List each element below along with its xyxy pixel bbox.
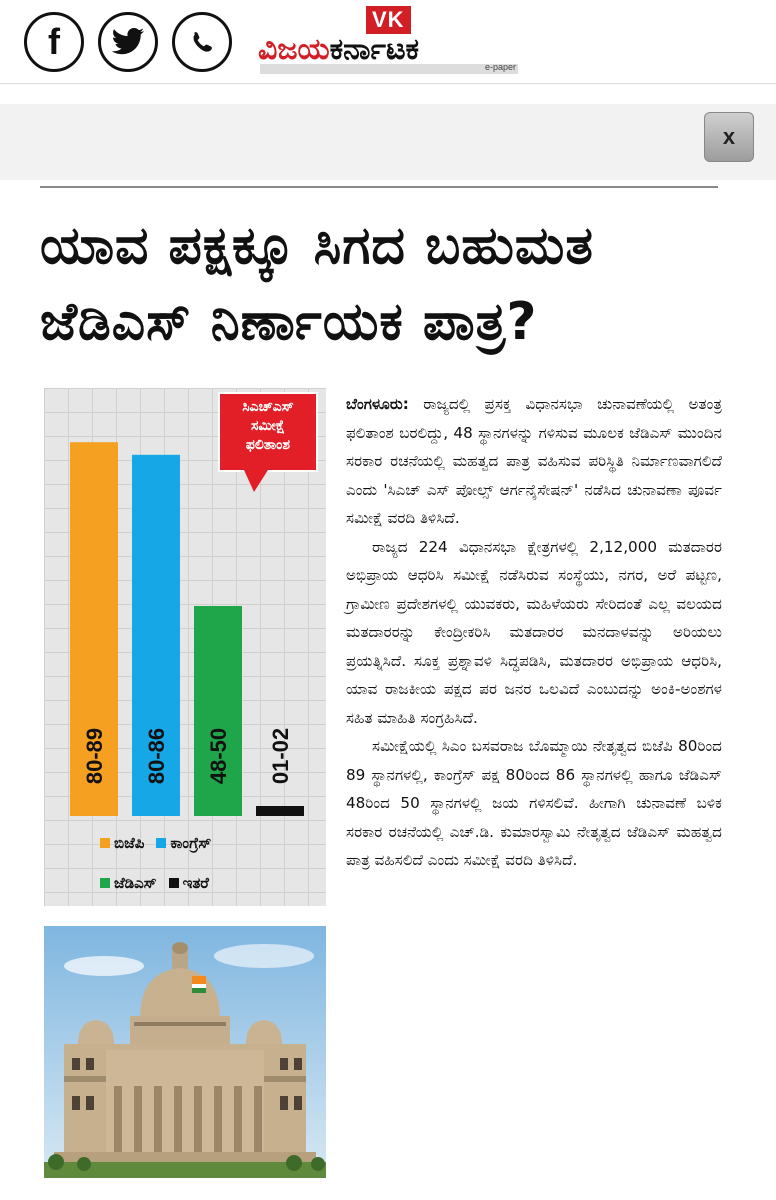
epaper-label: e-paper [484, 62, 516, 72]
legend-swatch-others [168, 878, 179, 888]
legend-label-bjp: ಬಿಜೆಪಿ [114, 834, 145, 852]
bar-label-bjp: 80-89 [82, 728, 107, 784]
legend-swatch-jds [100, 878, 110, 888]
dateline: ಬೆಂಗಳೂರು: [346, 395, 409, 413]
twitter-share-button[interactable] [98, 12, 158, 72]
vidhana-soudha-photo [44, 926, 326, 1178]
legend-swatch-bjp [100, 838, 110, 848]
article-paragraph-3: ಸಮೀಕ್ಷೆಯಲ್ಲಿ ಸಿಎಂ ಬಸವರಾಜ ಬೊಮ್ಮಾಯಿ ನೇತೃತ್… [346, 737, 722, 869]
chart-svg: 80-89 80-86 48-50 01-02 [70, 442, 304, 816]
whatsapp-icon [193, 32, 212, 52]
epaper-bar: e-paper [260, 62, 518, 74]
logo-wordmark: ವಿಜಯಕರ್ನಾಟಕ [258, 32, 520, 68]
twitter-icon [111, 28, 144, 55]
paragraph-1-text: ರಾಜ್ಯದಲ್ಲಿ ಪ್ರಸಕ್ತ ವಿಧಾನಸಭಾ ಚುನಾವಣೆಯಲ್ಲಿ… [346, 395, 723, 527]
divider [40, 186, 718, 188]
bar-jds [194, 606, 242, 816]
callout-line-2: ಸಮೀಕ್ಷೆ [251, 418, 285, 434]
headline: ಯಾವ ಪಕ್ಷಕ್ಕೂ ಸಿಗದ ಬಹುಮತ ಜೆಡಿಎಸ್ ನಿರ್ಣಾಯಕ… [40, 208, 730, 360]
bar-label-jds: 48-50 [206, 728, 231, 784]
legend-label-jds: ಜೆಡಿಎಸ್ [114, 874, 157, 892]
close-button[interactable]: x [704, 112, 754, 162]
bar-congress [132, 454, 180, 816]
legend-row-2: ಜೆಡಿಎಸ್ ಇತರೆ [100, 874, 209, 892]
legend-label-others: ಇತರೆ [182, 874, 209, 892]
bar-others [256, 806, 304, 816]
logo-part2: ಕರ್ನಾಟಕ [329, 32, 420, 67]
callout-tail [244, 470, 268, 492]
bar-bjp [70, 442, 118, 816]
callout-line-3: ಫಲಿತಾಂಶ [245, 437, 291, 453]
headline-line-2: ಜೆಡಿಎಸ್ ನಿರ್ಣಾಯಕ ಪಾತ್ರ? [40, 292, 538, 352]
article-body: ಬೆಂಗಳೂರು: ರಾಜ್ಯದಲ್ಲಿ ಪ್ರಸಕ್ತ ವಿಧಾನಸಭಾ ಚು… [346, 390, 722, 875]
callout-line-1: ಸಿಎಚ್‌ಎಸ್ [242, 399, 294, 415]
vk-badge: VK [366, 6, 411, 34]
headline-line-1: ಯಾವ ಪಕ್ಷಕ್ಕೂ ಸಿಗದ ಬಹುಮತ [40, 216, 594, 276]
whatsapp-share-button[interactable] [172, 12, 232, 72]
article-paragraph-2: ರಾಜ್ಯದ 224 ವಿಧಾನಸಭಾ ಕ್ಷೇತ್ರಗಳಲ್ಲಿ 2,12,0… [346, 537, 722, 727]
share-bar [0, 104, 776, 180]
survey-callout: ಸಿಎಚ್‌ಎಸ್ ಸಮೀಕ್ಷೆ ಫಲಿತಾಂಶ [218, 392, 318, 472]
facebook-icon: f [48, 21, 60, 62]
facebook-share-button[interactable]: f [24, 12, 84, 72]
bar-label-congress: 80-86 [144, 728, 169, 784]
vijaya-karnataka-logo[interactable]: VK ವಿಜಯಕರ್ನಾಟಕ e-paper [258, 4, 520, 74]
legend-label-congress: ಕಾಂಗ್ರೆಸ್ [170, 834, 212, 852]
article-paragraph-1: ಬೆಂಗಳೂರು: ರಾಜ್ಯದಲ್ಲಿ ಪ್ರಸಕ್ತ ವಿಧಾನಸಭಾ ಚು… [346, 390, 722, 533]
bar-label-others: 01-02 [268, 728, 293, 784]
logo-part1: ವಿಜಯ [258, 32, 330, 67]
legend-row-1: ಬಿಜೆಪಿ ಕಾಂಗ್ರೆಸ್ [100, 834, 211, 852]
legend-swatch-congress [156, 838, 167, 848]
seat-projection-chart: 80-89 80-86 48-50 01-02 [44, 388, 326, 906]
